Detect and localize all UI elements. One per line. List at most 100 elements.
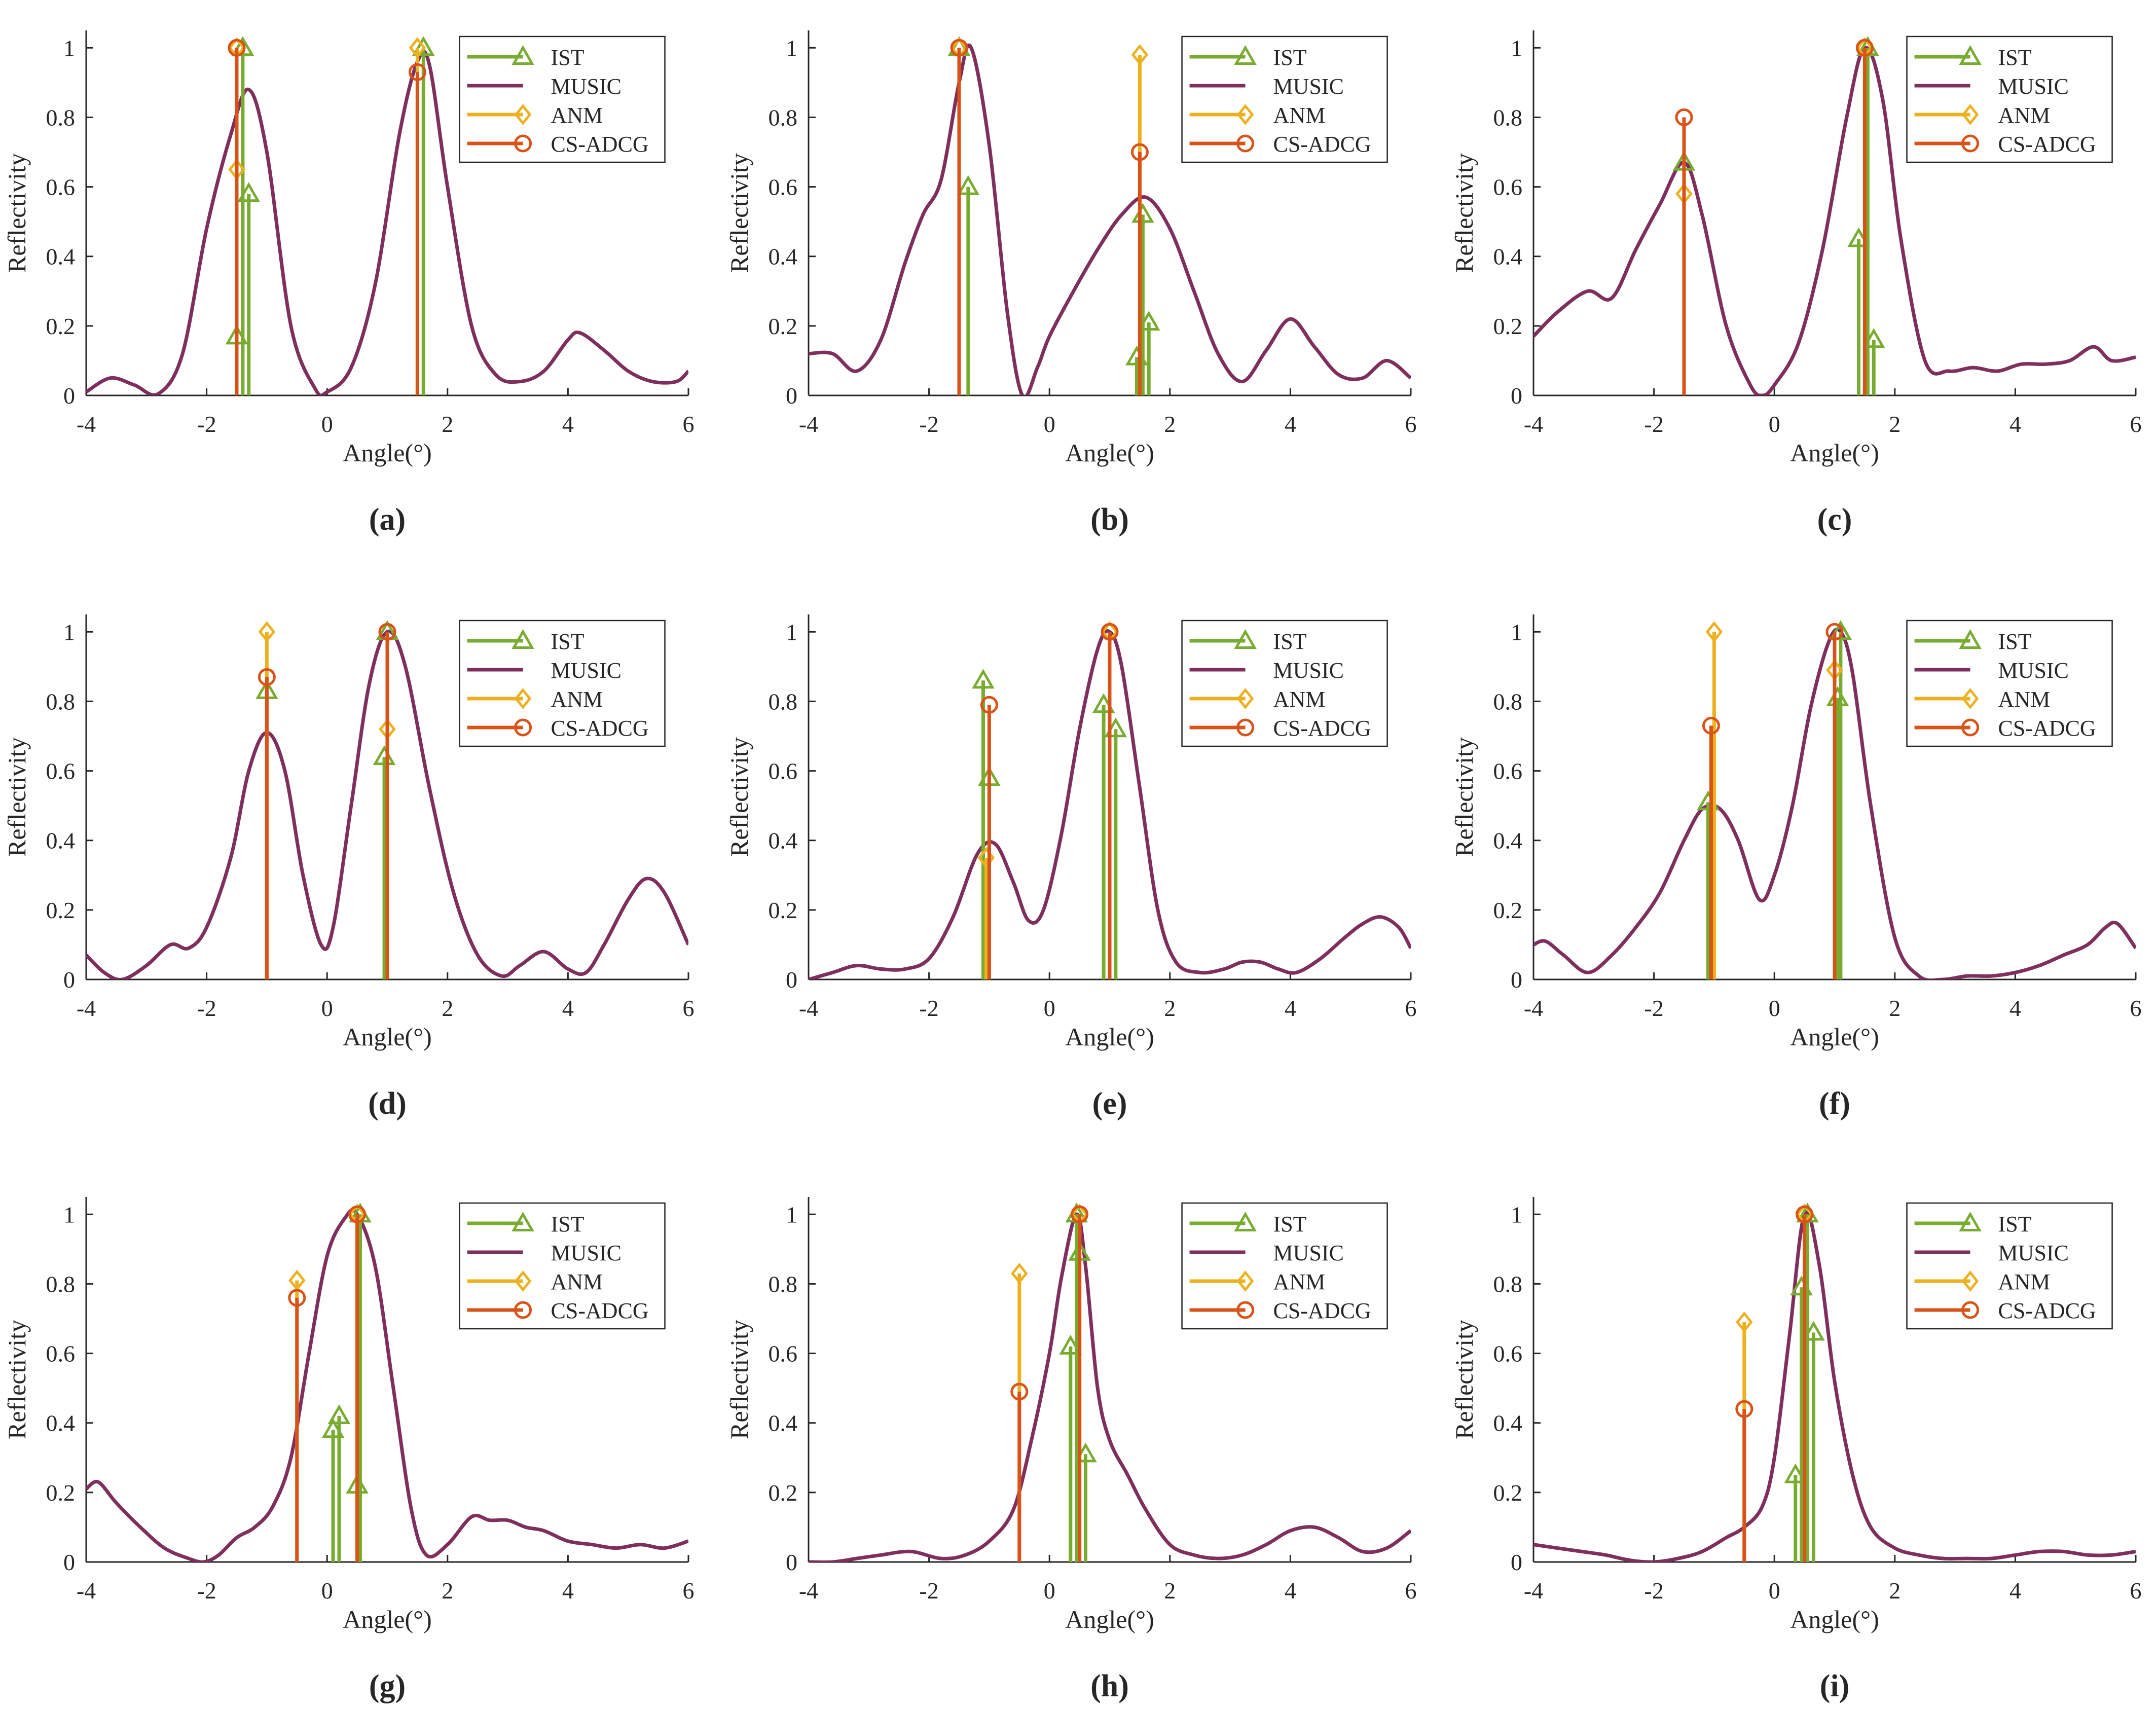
x-tick-label: 6	[2130, 1578, 2142, 1604]
x-tick-label: 0	[1769, 995, 1780, 1021]
x-tick-label: 6	[683, 411, 695, 437]
y-tick-label: 0	[63, 383, 75, 409]
y-tick-label: 1	[63, 1202, 75, 1227]
legend-marker	[1234, 45, 1257, 65]
y-axis-title: Reflectivity	[3, 1320, 31, 1439]
csadcg-stem-marker	[1796, 1205, 1814, 1223]
y-tick-label: 0.6	[769, 758, 798, 784]
x-axis-title: Angle(°)	[1065, 439, 1154, 467]
x-tick-label: 4	[2009, 1578, 2021, 1604]
y-tick-label: 0.8	[769, 1271, 798, 1297]
legend-marker	[1236, 687, 1254, 710]
ist-stem-marker	[1802, 1321, 1825, 1341]
legend-marker	[1961, 103, 1979, 126]
x-tick-label: -4	[799, 995, 818, 1021]
legend-label: CS-ADCG	[1273, 1298, 1371, 1323]
legend-marker	[1236, 718, 1255, 737]
chart-panel-i: -4 -2 0 2 4 6 0 0.2 0.4 0.6 0.8 1 Angle(°) Reflectivi…	[1450, 1197, 2142, 1703]
music-spectrum-line	[809, 43, 1411, 395]
y-tick-label: 0.6	[46, 758, 76, 784]
x-tick-label: -4	[77, 1578, 96, 1604]
x-axis-title: Angle(°)	[343, 439, 432, 467]
y-tick-label: 0	[786, 383, 797, 409]
legend-marker	[514, 718, 532, 737]
panel-label: (b)	[1090, 502, 1129, 537]
y-tick-label: 0.8	[46, 104, 76, 130]
legend-marker	[1961, 718, 1980, 737]
x-tick-label: 2	[442, 1578, 453, 1604]
plot-area	[809, 1203, 1411, 1562]
legend-marker	[1961, 1301, 1980, 1319]
x-tick-label: -2	[1644, 411, 1663, 437]
legend: IST MUSIC ANM CS-ADCG	[459, 35, 666, 163]
x-axis-title: Angle(°)	[343, 1023, 432, 1051]
legend-label: ANM	[1273, 103, 1326, 128]
music-spectrum-line	[86, 1208, 688, 1562]
ist-stem-marker	[1829, 620, 1852, 640]
legend-marker	[1959, 45, 1982, 65]
y-tick-label: 1	[1511, 35, 1522, 61]
x-tick-label: 4	[562, 1578, 574, 1604]
csadcg-stem-marker	[408, 63, 426, 81]
chart-panel-h: -4 -2 0 2 4 6 0 0.2 0.4 0.6 0.8 1 Angle(°) Reflectivi…	[725, 1197, 1417, 1703]
y-tick-label: 0.2	[46, 897, 76, 923]
y-tick-label: 0.4	[1493, 244, 1523, 270]
legend-label: ANM	[1998, 687, 2051, 712]
csadcg-stem-marker	[1101, 623, 1119, 641]
x-tick-label: -4	[1524, 995, 1543, 1021]
legend: IST MUSIC ANM CS-ADCG	[1906, 620, 2113, 747]
x-tick-label: 4	[562, 411, 574, 437]
legend: IST MUSIC ANM CS-ADCG	[459, 1202, 666, 1330]
legend-label: CS-ADCG	[551, 1298, 649, 1323]
y-tick-label: 1	[63, 35, 75, 61]
chart-panel-e: -4 -2 0 2 4 6 0 0.2 0.4 0.6 0.8 1 Angle(°) Reflectivi…	[725, 614, 1417, 1121]
plot-area	[809, 621, 1411, 979]
x-tick-label: 4	[2009, 411, 2021, 437]
music-spectrum-line	[809, 1212, 1411, 1562]
csadcg-stem-marker	[378, 623, 396, 641]
y-tick-label: 0.8	[1493, 688, 1523, 714]
x-tick-label: -4	[1524, 411, 1543, 437]
y-tick-label: 0.4	[1493, 828, 1523, 854]
x-tick-label: 4	[1285, 411, 1296, 437]
legend-label: ANM	[1273, 687, 1326, 712]
y-tick-label: 0.6	[1493, 1341, 1523, 1367]
anm-stem-marker	[1705, 621, 1723, 643]
plot-area	[86, 1203, 688, 1562]
x-tick-label: 0	[1044, 1578, 1055, 1604]
x-axis-title: Angle(°)	[1065, 1023, 1154, 1051]
legend-label: MUSIC	[1273, 1241, 1344, 1265]
csadcg-stem-marker	[348, 1205, 367, 1223]
csadcg-stem-marker	[1735, 1400, 1753, 1418]
y-tick-label: 1	[1511, 1202, 1522, 1227]
legend-label: MUSIC	[1998, 658, 2069, 683]
y-tick-label: 0.4	[769, 244, 798, 270]
y-tick-label: 1	[63, 619, 75, 645]
x-tick-label: 0	[321, 411, 333, 437]
y-tick-label: 0.2	[46, 1480, 76, 1506]
y-tick-label: 0.4	[1493, 1410, 1523, 1436]
y-tick-label: 0.2	[46, 313, 76, 339]
x-tick-label: -2	[197, 1578, 216, 1604]
y-tick-label: 0.8	[1493, 1271, 1523, 1297]
y-tick-label: 0	[63, 967, 75, 993]
chart-panel-g: -4 -2 0 2 4 6 0 0.2 0.4 0.6 0.8 1 Angle(°) Reflectivi…	[3, 1197, 695, 1703]
legend-marker	[514, 103, 532, 126]
x-tick-label: -4	[1524, 1578, 1543, 1604]
legend: IST MUSIC ANM CS-ADCG	[1181, 35, 1388, 163]
y-tick-label: 0	[786, 967, 797, 993]
y-tick-label: 0.4	[46, 828, 76, 854]
y-tick-label: 0.6	[46, 174, 76, 200]
y-tick-label: 0.4	[769, 828, 798, 854]
y-axis-title: Reflectivity	[725, 153, 753, 273]
legend-label: ANM	[1998, 103, 2051, 128]
y-tick-label: 0.2	[1493, 313, 1523, 339]
ist-stem-marker	[237, 182, 261, 202]
legend-marker	[514, 1301, 532, 1319]
legend-marker	[1234, 629, 1257, 649]
legend-label: IST	[1998, 629, 2032, 654]
x-tick-label: -2	[197, 411, 216, 437]
y-tick-label: 0.8	[1493, 104, 1523, 130]
legend-label: CS-ADCG	[1998, 716, 2096, 741]
legend-marker	[1234, 1211, 1257, 1231]
